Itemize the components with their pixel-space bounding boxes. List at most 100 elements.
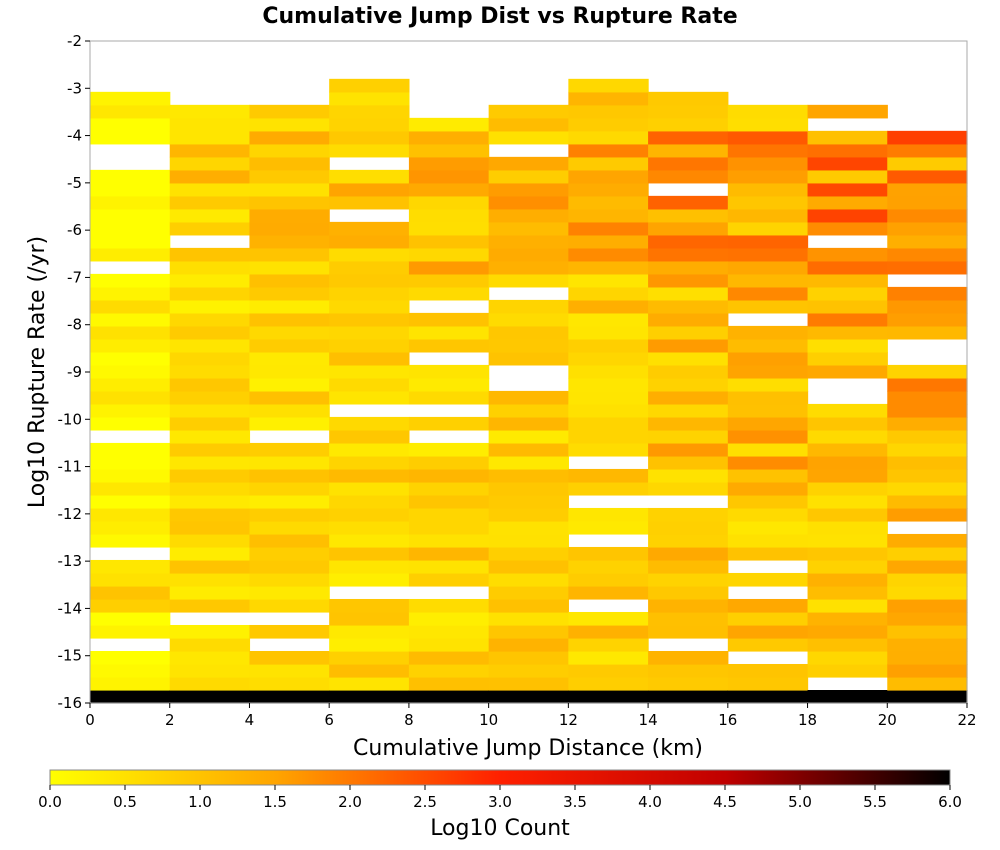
heatmap-cell: [249, 481, 330, 496]
heatmap-cell: [568, 117, 649, 132]
heatmap-cell: [408, 182, 490, 197]
heatmap-cell: [249, 182, 330, 197]
y-tick-label: -14: [58, 599, 83, 617]
heatmap-cell: [887, 234, 968, 249]
heatmap-cell: [568, 182, 649, 197]
heatmap-cell: [648, 208, 729, 223]
heatmap-cell: [648, 663, 729, 678]
heatmap-cell: [169, 442, 251, 457]
heatmap-cell: [90, 468, 171, 483]
heatmap-cell: [90, 611, 171, 626]
heatmap-cell: [727, 156, 809, 171]
heatmap-cell: [249, 156, 330, 171]
heatmap-cell: [807, 156, 888, 171]
heatmap-cell: [887, 156, 968, 171]
heatmap-cell: [249, 130, 330, 145]
heatmap-cell: [727, 208, 809, 223]
heatmap-cell: [90, 195, 171, 210]
heatmap-cell: [329, 494, 410, 509]
heatmap-cell: [887, 676, 968, 691]
heatmap-cell: [727, 260, 809, 275]
heatmap-cell: [568, 299, 649, 314]
heatmap-cell: [408, 143, 490, 158]
heatmap-cell: [568, 234, 649, 249]
heatmap-cell: [887, 325, 968, 340]
heatmap-cell: [169, 390, 251, 405]
heatmap-cell: [249, 325, 330, 340]
heatmap-cell: [887, 169, 968, 184]
heatmap-cell: [887, 390, 968, 405]
heatmap-cell: [249, 338, 330, 353]
heatmap-cell: [90, 117, 171, 132]
heatmap-cell: [648, 520, 729, 535]
heatmap-cell: [329, 221, 410, 236]
heatmap-cell: [807, 247, 888, 262]
colorbar-tick-label: 2.5: [413, 793, 437, 811]
heatmap-cell: [408, 533, 490, 548]
heatmap-cell: [648, 273, 729, 288]
heatmap-cell: [887, 221, 968, 236]
heatmap-cell: [169, 156, 251, 171]
heatmap-cell: [727, 286, 809, 301]
heatmap-cell: [727, 247, 809, 262]
heatmap-cell: [488, 455, 569, 470]
heatmap-cell: [90, 325, 171, 340]
heatmap-cell: [488, 156, 569, 171]
heatmap-cell: [90, 221, 171, 236]
chart-title: Cumulative Jump Dist vs Rupture Rate: [262, 4, 737, 29]
heatmap-cell: [408, 650, 490, 665]
x-tick-label: 20: [878, 711, 897, 729]
heatmap-cell: [90, 247, 171, 262]
heatmap-cell: [568, 91, 649, 106]
heatmap-cell: [887, 130, 968, 145]
heatmap-cell: [488, 312, 569, 327]
heatmap-cell: [807, 429, 888, 444]
heatmap-cell: [488, 169, 569, 184]
heatmap-cell: [887, 429, 968, 444]
heatmap-cell: [90, 377, 171, 392]
heatmap-cell: [329, 364, 410, 379]
heatmap-cell: [329, 117, 410, 132]
heatmap-cell: [648, 312, 729, 327]
heatmap-cell: [488, 351, 569, 366]
heatmap-cell: [568, 624, 649, 639]
heatmap-cell: [169, 169, 251, 184]
x-axis-label: Cumulative Jump Distance (km): [353, 736, 703, 761]
heatmap-cell: [169, 650, 251, 665]
heatmap-cell: [648, 442, 729, 457]
heatmap-cell: [648, 351, 729, 366]
heatmap-cell: [648, 650, 729, 665]
heatmap-cell: [488, 481, 569, 496]
heatmap-cell: [568, 208, 649, 223]
heatmap-cell: [807, 520, 888, 535]
heatmap-cell: [568, 416, 649, 431]
heatmap-cell: [169, 663, 251, 678]
x-tick-label: 16: [718, 711, 737, 729]
heatmap-cell: [90, 351, 171, 366]
heatmap-cell: [90, 690, 171, 704]
heatmap-cell: [568, 520, 649, 535]
heatmap-cell: [90, 442, 171, 457]
heatmap-cell: [90, 273, 171, 288]
heatmap-cell: [249, 247, 330, 262]
heatmap-cell: [329, 78, 410, 93]
heatmap-cell: [887, 559, 968, 574]
heatmap-cell: [329, 286, 410, 301]
heatmap-cell: [727, 429, 809, 444]
heatmap-cell: [887, 637, 968, 652]
heatmap-cell: [249, 650, 330, 665]
heatmap-cell: [568, 690, 649, 704]
heatmap-cell: [329, 338, 410, 353]
heatmap-cell: [408, 156, 490, 171]
heatmap-cell: [169, 494, 251, 509]
heatmap-cell: [727, 195, 809, 210]
heatmap-cell: [727, 143, 809, 158]
heatmap-cell: [169, 182, 251, 197]
heatmap-cell: [408, 416, 490, 431]
heatmap-cell: [807, 481, 888, 496]
heatmap-cell: [727, 611, 809, 626]
heatmap-cell: [488, 546, 569, 561]
heatmap-cell: [648, 611, 729, 626]
heatmap-cell: [90, 104, 171, 119]
heatmap-cell: [169, 117, 251, 132]
